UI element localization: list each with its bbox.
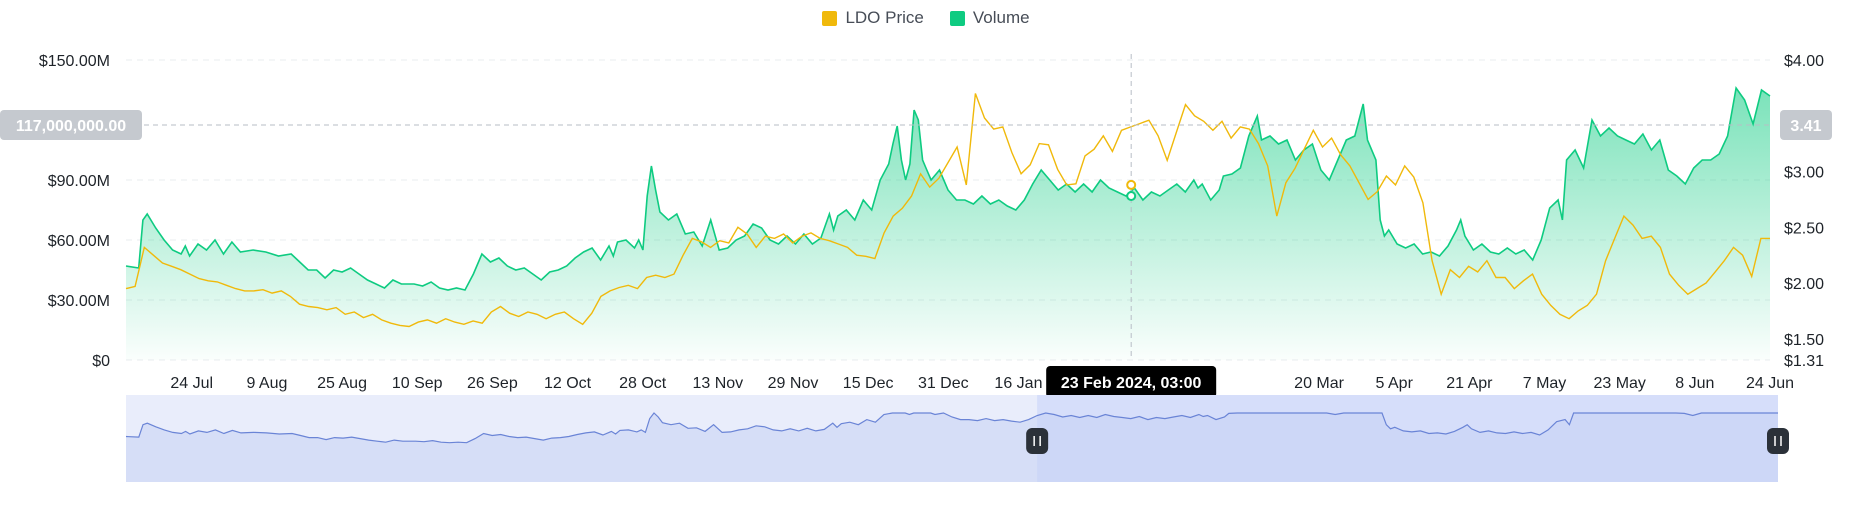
crosshair-price-badge — [1780, 110, 1832, 140]
crosshair-date-tooltip — [1046, 366, 1217, 398]
x-tick-label: 8 Jun — [1675, 375, 1714, 392]
navigator-line — [125, 412, 1778, 444]
y-left-tick-label: $0 — [92, 353, 110, 370]
volume-line — [125, 85, 1771, 291]
legend-item-volume[interactable]: Volume — [949, 8, 1030, 28]
crosshair-volume-value: 117,000,000.00 — [16, 118, 126, 135]
y-right-tick-label: $4.00 — [1784, 53, 1824, 70]
x-tick-label: 24 Jun — [1746, 375, 1794, 392]
navigator-area — [126, 413, 1778, 482]
y-right-tick-label: $1.50 — [1784, 332, 1824, 349]
axis-layer: $0 $30.00M $60.00M $90.00M $150.00M $1.31 $1.5… — [39, 53, 1824, 392]
legend-item-price[interactable]: LDO Price — [822, 8, 924, 28]
volume-area — [126, 88, 1770, 360]
x-tick-label: 9 Aug — [246, 375, 287, 392]
y-right-tick-label: $2.50 — [1784, 220, 1824, 237]
navigator-handle-left[interactable] — [1026, 428, 1049, 454]
x-tick-label: 28 Oct — [619, 375, 667, 392]
navigator[interactable] — [125, 395, 1789, 482]
x-tick-label: 21 Apr — [1446, 375, 1493, 392]
crosshair-volume-badge — [0, 110, 142, 140]
crosshair-volume-marker — [1126, 191, 1137, 201]
x-tick-label: 26 Sep — [467, 375, 518, 392]
x-tick-label: 15 Dec — [843, 375, 894, 392]
legend-swatch-price — [822, 10, 838, 26]
x-tick-label: 16 Jan — [994, 375, 1042, 392]
line-layer — [125, 85, 1771, 328]
crosshair-layer: 117,000,000.00 3.41 23 Feb 2024, 03:00 — [0, 54, 1832, 398]
volume-area-layer — [126, 88, 1770, 360]
x-tick-label: 20 Mar — [1294, 375, 1344, 392]
x-tick-label: 23 May — [1593, 375, 1645, 392]
x-tick-label: 24 Jul — [170, 375, 213, 392]
y-right-tick-label: $3.00 — [1784, 165, 1824, 182]
legend-swatch-volume — [949, 10, 965, 26]
legend-label-volume: Volume — [972, 8, 1030, 27]
price-line — [125, 93, 1770, 328]
legend: LDO Price Volume — [0, 8, 1852, 28]
x-tick-label: 7 May — [1523, 375, 1567, 392]
x-tick-label: 29 Nov — [768, 375, 819, 392]
x-tick-label: 25 Aug — [317, 375, 367, 392]
y-left-tick-label: $60.00M — [48, 233, 110, 250]
y-right-tick-label: $1.31 — [1784, 353, 1824, 370]
crosshair-date-label: 23 Feb 2024, 03:00 — [1061, 375, 1202, 392]
navigator-handle-right[interactable] — [1767, 428, 1789, 454]
x-tick-label: 5 Apr — [1376, 375, 1414, 392]
y-left-tick-label: $150.00M — [39, 53, 110, 70]
y-right-tick-label: $2.00 — [1784, 276, 1824, 293]
y-left-tick-label: $90.00M — [48, 173, 110, 190]
x-tick-label: 13 Nov — [692, 375, 743, 392]
legend-label-price: LDO Price — [845, 8, 924, 27]
x-tick-label: 10 Sep — [392, 375, 443, 392]
y-left-tick-label: $30.00M — [48, 293, 110, 310]
x-tick-label: 31 Dec — [918, 375, 969, 392]
crosshair-price-value: 3.41 — [1790, 118, 1821, 135]
crosshair-price-marker — [1126, 179, 1137, 190]
x-tick-label: 12 Oct — [544, 375, 592, 392]
